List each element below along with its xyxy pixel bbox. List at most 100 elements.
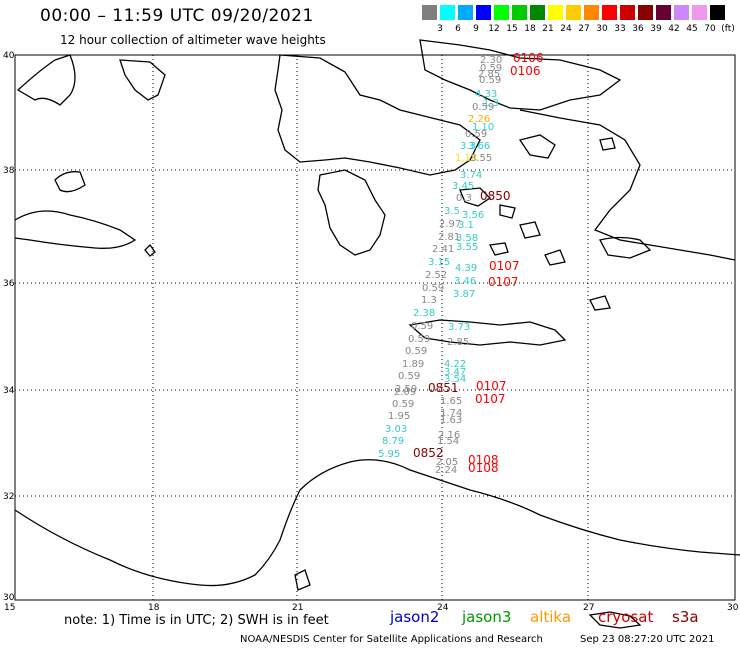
scale-swatch (566, 5, 581, 20)
wave-height-label: 1.54 (437, 436, 459, 447)
wave-height-label: 3.3 (460, 141, 476, 152)
scale-label: 30 (596, 24, 608, 34)
scale-label: 42 (668, 24, 680, 34)
wave-height-label: 3.15 (428, 257, 450, 268)
satellite-legend-s3a: s3a (672, 608, 699, 626)
wave-height-label: 1.18 (455, 153, 477, 164)
satellite-legend-altika: altika (530, 608, 572, 626)
scale-label: 12 (488, 24, 500, 34)
scale-swatch (602, 5, 617, 20)
wave-height-label: 0.59 (411, 321, 433, 332)
wave-height-label: 2.38 (413, 308, 435, 319)
scale-swatch (710, 5, 725, 20)
wave-height-label: 3.47 (444, 367, 466, 378)
wave-height-label: 0.59 (405, 346, 427, 357)
wave-height-label: 3.46 (454, 276, 476, 287)
wave-height-label: 5.95 (378, 449, 400, 460)
wave-height-label: 3.1 (458, 220, 474, 231)
map-subtitle: 12 hour collection of altimeter wave hei… (60, 33, 326, 47)
scale-label: 18 (524, 24, 536, 34)
scale-swatch (458, 5, 473, 20)
wave-height-label: 4.22 (444, 359, 466, 370)
wave-height-label: 1.95 (388, 411, 410, 422)
coastline (14, 39, 740, 629)
credit-text: NOAA/NESDIS Center for Satellite Applica… (240, 634, 543, 645)
wave-height-label: 3.45 (452, 181, 474, 192)
satellite-legend-cryosat: cryosat (598, 608, 654, 626)
wave-height-label: 0.59 (398, 371, 420, 382)
wave-height-label: 3.58 (456, 233, 478, 244)
wave-height-label: 1.10 (472, 122, 494, 133)
pass-time-label: 0107 (488, 275, 519, 289)
lat-label: 32 (3, 492, 14, 502)
wave-height-label: 0.59 (480, 63, 502, 74)
wave-height-label: 2.41 (432, 244, 454, 255)
scale-swatch (476, 5, 491, 20)
wave-height-label: 2.30 (480, 55, 502, 66)
wave-height-label: 1.74 (440, 408, 462, 419)
pass-time-label: 0852 (413, 446, 444, 460)
wave-height-label: 0.59 (422, 283, 444, 294)
wave-height-label: 2.81 (438, 232, 460, 243)
scale-swatch (530, 5, 545, 20)
lon-label: 24 (437, 603, 449, 613)
lon-label: 27 (583, 603, 594, 613)
wave-height-label: 2.59 (395, 384, 417, 395)
wave-height-label: 1.89 (402, 359, 424, 370)
wave-height-label: 3.54 (444, 374, 466, 385)
wave-height-label: 0.59 (392, 399, 414, 410)
scale-label: 3 (437, 24, 443, 34)
scale-swatch (512, 5, 527, 20)
scale-swatch (584, 5, 599, 20)
pass-time-label: 0106 (510, 64, 541, 78)
scale-swatch (638, 5, 653, 20)
wave-height-label: 1.65 (440, 396, 462, 407)
wave-height-label: 2.16 (438, 430, 460, 441)
lat-label: 36 (3, 279, 15, 289)
scale-label: 39 (650, 24, 662, 34)
wave-height-label: 3.03 (385, 424, 407, 435)
pass-time-label: 0108 (468, 461, 499, 475)
wave-height-label: 2.97 (439, 219, 461, 230)
lon-label: 18 (148, 603, 160, 613)
wave-height-label: 2.09 (394, 387, 416, 398)
wave-height-label: 1.3 (421, 295, 437, 306)
scale-swatch (494, 5, 509, 20)
lat-label: 34 (3, 386, 15, 396)
map-frame (14, 54, 736, 601)
generated-timestamp: Sep 23 08:27:20 UTC 2021 (580, 634, 715, 645)
wave-height-label: 2.26 (468, 114, 490, 125)
wave-height-label: 0.3 (456, 193, 472, 204)
pass-time-label: 0106 (513, 51, 544, 65)
wave-height-label: 3.73 (448, 322, 470, 333)
scale-label: 45 (686, 24, 698, 34)
wave-height-label: 3.55 (470, 153, 492, 164)
wave-height-label: 2.24 (435, 465, 457, 476)
scale-swatch (440, 5, 455, 20)
pass-time-label: 0107 (476, 379, 507, 393)
scale-swatch (422, 5, 437, 20)
scale-label: 21 (542, 24, 554, 34)
wave-height-label: 0.59 (408, 334, 430, 345)
lat-label: 40 (3, 51, 15, 61)
wave-height-label: 0.59 (472, 102, 494, 113)
wave-height-label: 8.79 (382, 436, 404, 447)
scale-label: 9 (473, 24, 479, 34)
wave-height-label: 2.05 (436, 457, 458, 468)
map-title: 00:00 – 11:59 UTC 09/20/2021 (40, 6, 314, 26)
scale-label: 27 (578, 24, 590, 34)
scale-swatch (548, 5, 563, 20)
wave-height-observations: 2.300.592.850.594.331.30.592.261.100.593… (378, 55, 502, 476)
pass-time-label: 0850 (480, 189, 511, 203)
wave-height-label: 3.56 (462, 210, 484, 221)
wave-height-label: 0.59 (465, 129, 487, 140)
wave-height-label: 2.52 (425, 270, 447, 281)
lon-label: 30 (727, 603, 739, 613)
graticule (15, 55, 735, 600)
wave-height-label: 2.85 (447, 337, 469, 348)
wave-height-label: 3.55 (456, 242, 478, 253)
wave-height-label: 2.85 (478, 69, 500, 80)
scale-swatch (656, 5, 671, 20)
